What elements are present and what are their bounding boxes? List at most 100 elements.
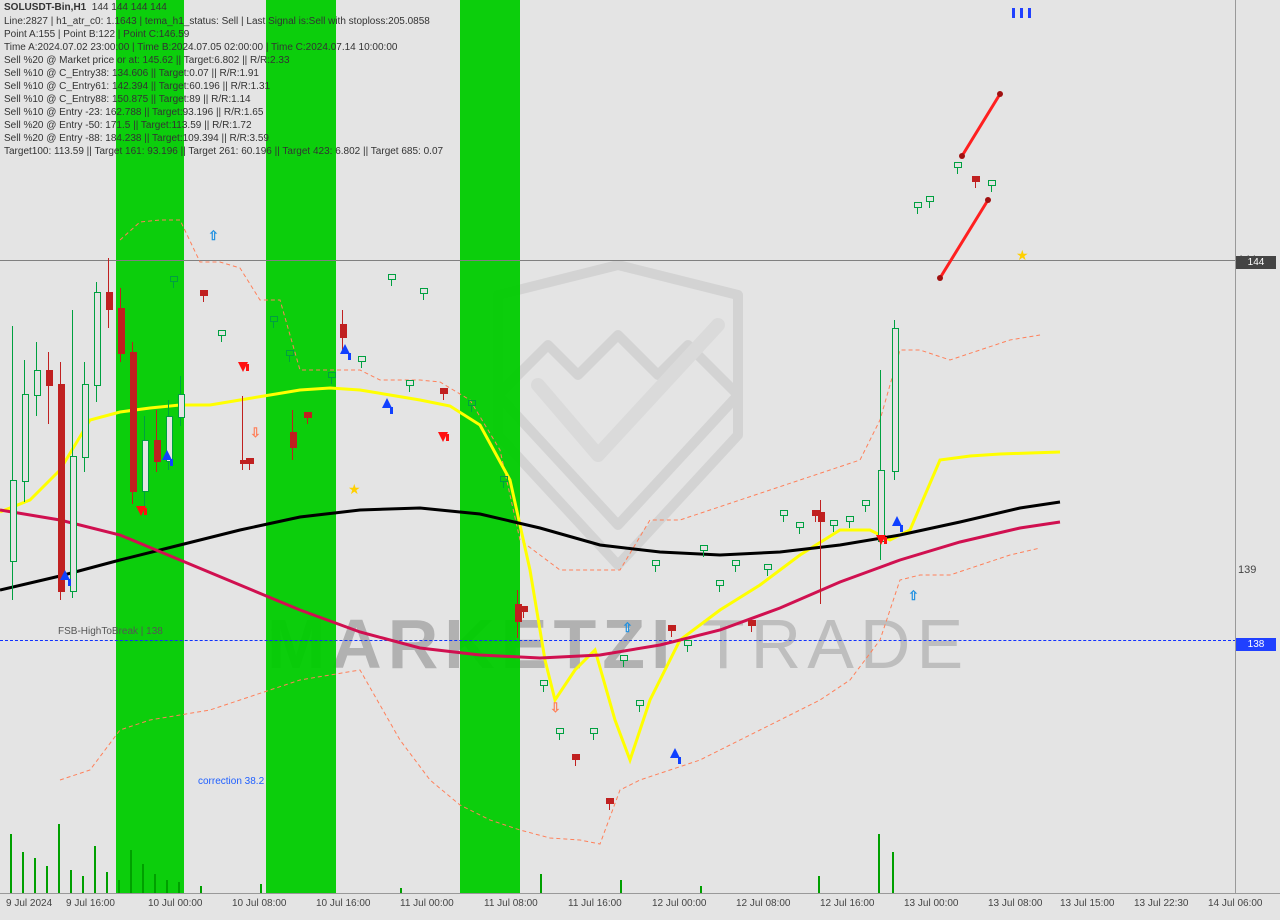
candle-body xyxy=(154,440,161,462)
indicator-mark xyxy=(716,580,724,586)
indicator-mark xyxy=(862,500,870,506)
time-tick: 10 Jul 00:00 xyxy=(148,898,203,909)
time-tick: 13 Jul 08:00 xyxy=(988,898,1043,909)
time-tick: 9 Jul 2024 xyxy=(6,898,52,909)
price-axis: 144139144138 xyxy=(1235,0,1280,894)
candle-body xyxy=(290,432,297,448)
time-tick: 12 Jul 08:00 xyxy=(736,898,791,909)
price-tick: 139 xyxy=(1238,564,1256,576)
candle-body xyxy=(878,470,885,542)
svg-text:★: ★ xyxy=(348,481,361,497)
indicator-mark xyxy=(606,798,614,804)
indicator-mark xyxy=(286,350,294,356)
indicator-mark xyxy=(636,700,644,706)
volume-bar xyxy=(46,866,48,894)
svg-text:★: ★ xyxy=(1016,247,1029,263)
candle-body xyxy=(58,384,65,592)
indicator-mark xyxy=(218,330,226,336)
indicator-mark xyxy=(500,476,508,482)
indicator-mark xyxy=(812,510,820,516)
chart-area[interactable]: MARKETZI TRADE ★★ ⇧⇩⇩⇧⇧ FSB-HighToBreak … xyxy=(0,0,1236,894)
candle-body xyxy=(178,394,185,418)
indicator-mark xyxy=(748,620,756,626)
time-tick: 13 Jul 15:00 xyxy=(1060,898,1115,909)
indicator-mark xyxy=(468,400,476,406)
indicator-mark xyxy=(764,564,772,570)
info-line: Line:2827 | h1_atr_c0: 1.1643 | tema_h1_… xyxy=(4,16,430,27)
chart-label: FSB-HighToBreak | 138 xyxy=(58,626,163,637)
arrow-down-icon xyxy=(876,535,886,545)
indicator-mark xyxy=(388,274,396,280)
candle-body xyxy=(106,292,113,310)
info-line: Time A:2024.07.02 23:00:00 | Time B:2024… xyxy=(4,42,397,53)
price-tag: 138 xyxy=(1236,638,1276,651)
indicator-mark xyxy=(246,458,254,464)
info-line: Sell %10 @ C_Entry38: 134.606 || Target:… xyxy=(4,68,259,79)
volume-bar xyxy=(540,874,542,894)
volume-bar xyxy=(70,870,72,894)
time-tick: 11 Jul 00:00 xyxy=(400,898,454,909)
chart-title: SOLUSDT-Bin,H1 144 144 144 144 xyxy=(4,2,167,13)
indicator-mark xyxy=(358,356,366,362)
indicator-mark xyxy=(620,655,628,661)
volume-bar xyxy=(818,876,820,894)
indicator-mark xyxy=(540,680,548,686)
arrow-up-icon: ⇧ xyxy=(622,620,633,636)
arrow-up-icon: ⇧ xyxy=(208,228,219,244)
candle-body xyxy=(22,394,29,482)
indicator-mark xyxy=(440,388,448,394)
arrow-up-icon xyxy=(340,344,350,354)
indicator-mark xyxy=(328,372,336,378)
volume-bar xyxy=(10,834,12,894)
volume-bar xyxy=(106,872,108,894)
indicator-mark xyxy=(926,196,934,202)
indicator-mark xyxy=(988,180,996,186)
time-tick: 12 Jul 16:00 xyxy=(820,898,875,909)
time-tick: 13 Jul 00:00 xyxy=(904,898,959,909)
volume-bar xyxy=(58,824,60,894)
candle-body xyxy=(94,292,101,386)
candle-body xyxy=(82,384,89,458)
time-tick: 12 Jul 00:00 xyxy=(652,898,707,909)
info-line: Sell %10 @ C_Entry88: 150.875 || Target:… xyxy=(4,94,251,105)
time-tick: 11 Jul 08:00 xyxy=(484,898,538,909)
indicator-mark xyxy=(406,380,414,386)
indicator-mark xyxy=(200,290,208,296)
volume-bar xyxy=(94,846,96,894)
indicator-mark xyxy=(830,520,838,526)
volume-bar xyxy=(82,876,84,894)
indicator-mark xyxy=(972,176,980,182)
time-tick: 14 Jul 06:00 xyxy=(1208,898,1263,909)
info-line: Sell %20 @ Market price or at: 145.62 ||… xyxy=(4,55,290,66)
candle-body xyxy=(46,370,53,386)
arrow-up-icon xyxy=(892,516,902,526)
arrow-up-icon xyxy=(670,748,680,758)
indicator-mark xyxy=(700,545,708,551)
indicator-mark xyxy=(304,412,312,418)
candle-body xyxy=(340,324,347,338)
candle-body xyxy=(142,440,149,492)
volume-bar xyxy=(118,880,120,894)
indicator-mark xyxy=(652,560,660,566)
time-tick: 13 Jul 22:30 xyxy=(1134,898,1189,909)
indicator-mark xyxy=(170,276,178,282)
candle-body xyxy=(130,352,137,492)
chart-label: correction 38.2 xyxy=(198,776,264,787)
info-line: Point A:155 | Point B:122 | Point C:146.… xyxy=(4,29,189,40)
info-line: Sell %10 @ Entry -23: 162.788 || Target:… xyxy=(4,107,263,118)
indicator-mark xyxy=(846,516,854,522)
volume-bar xyxy=(892,852,894,894)
time-tick: 10 Jul 08:00 xyxy=(232,898,287,909)
arrow-up-icon xyxy=(60,570,70,580)
indicator-mark xyxy=(684,640,692,646)
time-tick: 11 Jul 16:00 xyxy=(568,898,622,909)
indicator-mark xyxy=(954,162,962,168)
indicator-mark xyxy=(796,522,804,528)
arrow-down-icon: ⇩ xyxy=(250,425,261,441)
indicator-mark xyxy=(914,202,922,208)
indicator-mark xyxy=(556,728,564,734)
arrow-up-icon xyxy=(382,398,392,408)
volume-bar xyxy=(878,834,880,894)
volume-bar xyxy=(620,880,622,894)
arrow-down-icon: ⇩ xyxy=(550,700,561,716)
